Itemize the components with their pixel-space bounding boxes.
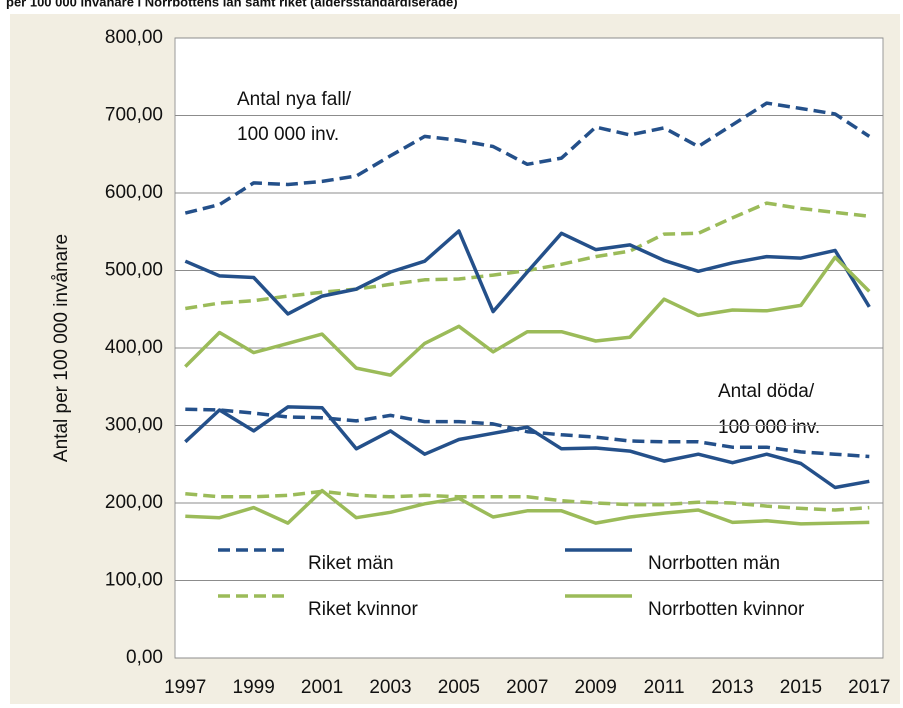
x-tick-label: 1999: [233, 677, 275, 698]
y-tick-label: 400,00: [105, 337, 163, 358]
annotation: Antal döda/: [718, 381, 815, 402]
annotation: Antal nya fall/: [237, 89, 352, 110]
x-tick-label: 2017: [848, 677, 890, 698]
chart-title: per 100 000 invånare i Norrbottens län s…: [6, 0, 458, 9]
y-tick-label: 100,00: [105, 570, 163, 591]
y-tick-label: 600,00: [105, 182, 163, 203]
legend-label: Riket män: [308, 553, 394, 574]
line-series: [184, 405, 870, 490]
line-series: [184, 229, 871, 316]
annotation: 100 000 inv.: [718, 417, 820, 438]
x-tick-label: 2007: [506, 677, 548, 698]
line-series: [185, 488, 870, 526]
x-tick-label: 2011: [644, 677, 685, 698]
x-tick-label: 2015: [780, 677, 822, 698]
line-series: [184, 255, 871, 377]
x-tick-label: 2005: [438, 677, 480, 698]
y-tick-label: 800,00: [105, 27, 163, 48]
legend-label: Norrbotten kvinnor: [648, 599, 805, 620]
legend-label: Norrbotten män: [648, 553, 780, 574]
y-tick-label: 700,00: [105, 105, 163, 126]
legend-label: Riket kvinnor: [308, 599, 418, 620]
x-tick-label: 2009: [575, 677, 617, 698]
x-tick-label: 2001: [301, 677, 343, 698]
x-tick-label: 1997: [164, 677, 206, 698]
line-series: [185, 489, 870, 512]
line-series: [185, 407, 870, 459]
y-axis-label: Antal per 100 000 invånare: [51, 234, 72, 462]
line-series: [184, 101, 871, 215]
y-tick-label: 500,00: [105, 260, 163, 281]
x-tick-label: 2013: [711, 677, 753, 698]
y-tick-label: 200,00: [105, 492, 163, 513]
x-tick-label: 2003: [369, 677, 411, 698]
annotation: 100 000 inv.: [237, 124, 339, 145]
y-tick-label: 300,00: [105, 415, 163, 436]
y-tick-label: 0,00: [126, 647, 163, 668]
